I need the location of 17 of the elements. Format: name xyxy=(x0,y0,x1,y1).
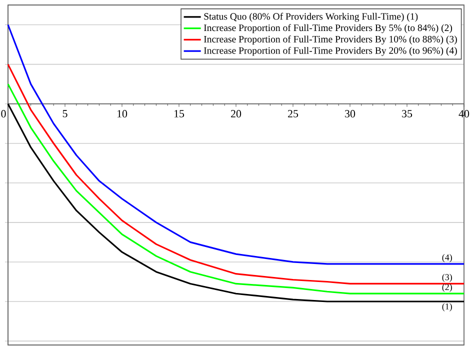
annotation: (3) xyxy=(442,274,452,282)
x-tick-label: 35 xyxy=(402,110,412,118)
legend-label: Increase Proportion of Full-Time Providers By 10% (to 88%) (3) xyxy=(204,35,457,44)
x-tick-label: 30 xyxy=(345,110,356,118)
annotation: (4) xyxy=(442,254,452,262)
legend-label: Status Quo (80% Of Providers Working Full-Time) (1) xyxy=(204,12,418,22)
x-tick-label: 15 xyxy=(174,110,184,118)
x-tick-label: 40 xyxy=(458,110,470,118)
legend-label: Increase Proportion of Full-Time Providers By 5% (to 84%) (2) xyxy=(204,24,452,34)
x-tick-label: 20 xyxy=(231,110,242,118)
text: (1) xyxy=(442,303,452,312)
x-tick-label: 0 xyxy=(1,110,6,118)
legend-label: Increase Proportion of Full-Time Providers By 20% (to 96%) (4) xyxy=(204,46,457,56)
x-tick-label: 25 xyxy=(288,110,298,118)
annotation: (2) xyxy=(442,284,452,292)
x-tick-label: 5 xyxy=(62,110,68,118)
x-tick-label: 10 xyxy=(117,110,128,118)
